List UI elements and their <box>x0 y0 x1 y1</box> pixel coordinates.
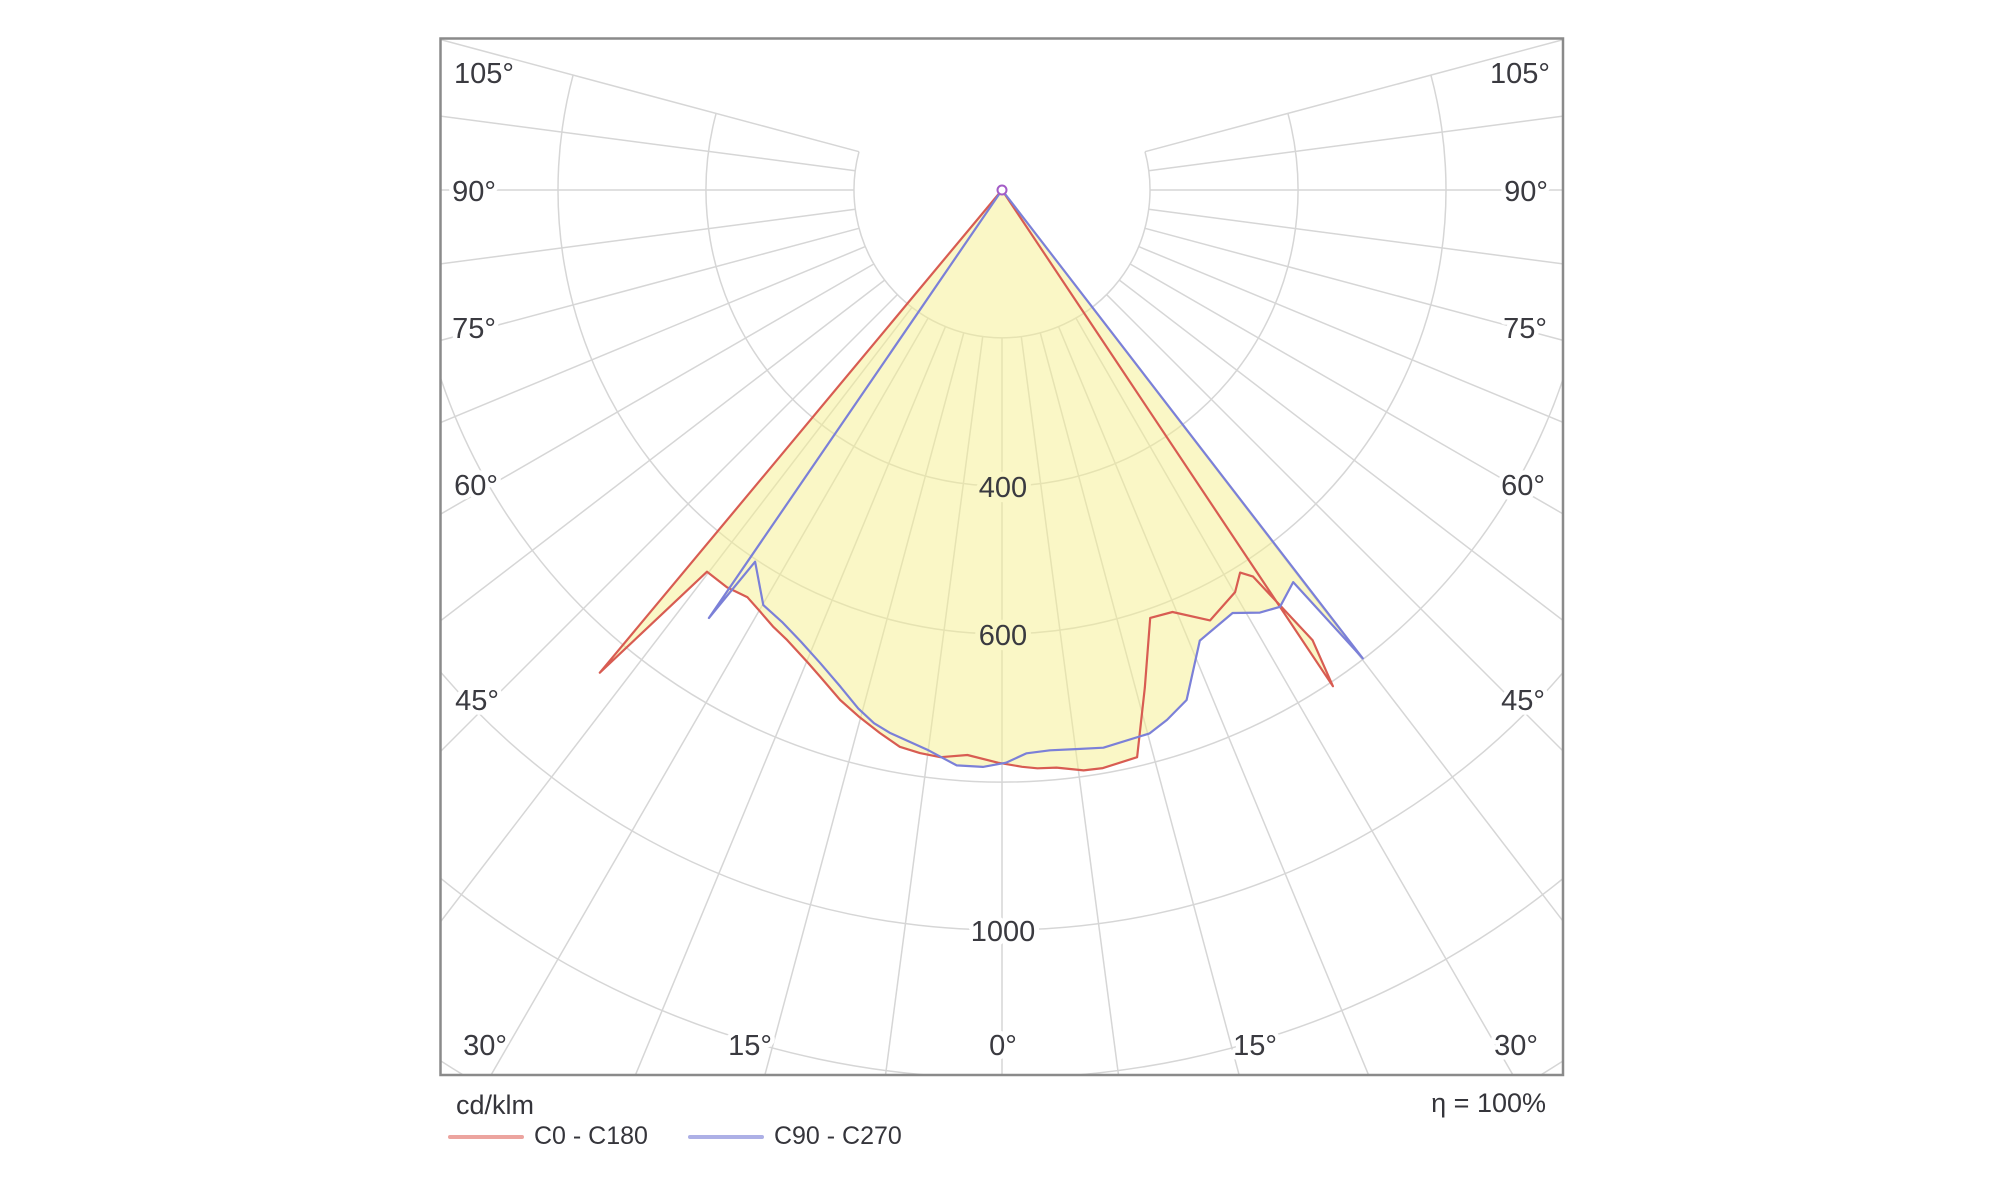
angle-tick-label: 15° <box>728 1030 772 1062</box>
grid-spoke <box>441 294 898 752</box>
angle-tick-label: 105° <box>1490 58 1550 90</box>
legend-label-c90-c270: C90 - C270 <box>773 1122 902 1150</box>
angle-tick-label: 75° <box>452 313 496 345</box>
angle-tick-label: 30° <box>1494 1030 1538 1062</box>
angle-tick-label: 15° <box>1233 1030 1277 1062</box>
grid-spoke <box>1129 263 1562 515</box>
angle-tick-label: 45° <box>1501 685 1545 717</box>
grid-spoke <box>1148 208 1562 265</box>
grid-spoke <box>1144 227 1562 341</box>
grid-spoke <box>441 227 860 341</box>
curve-c0-c180 <box>598 188 1334 772</box>
angle-tick-label: 30° <box>463 1030 507 1062</box>
legend-swatch-c90-c270 <box>687 1134 764 1139</box>
legend: C0 - C180 C90 - C270 <box>448 1122 942 1151</box>
grid-spoke <box>1144 39 1562 153</box>
grid-spoke <box>441 208 856 265</box>
radial-tick-label: 400 <box>979 472 1027 504</box>
legend-swatch-c0-c180 <box>448 1134 524 1139</box>
angle-tick-label: 90° <box>1504 176 1548 208</box>
grid-spoke <box>441 245 866 423</box>
angle-tick-label: 0° <box>989 1030 1017 1062</box>
grid-spoke <box>441 263 875 515</box>
angle-tick-label: 75° <box>1503 313 1547 345</box>
curve-c90-c270 <box>707 188 1364 768</box>
radial-tick-label: 600 <box>979 620 1027 652</box>
angle-tick-label: 105° <box>454 58 514 90</box>
legend-label-c0-c180: C0 - C180 <box>534 1122 648 1150</box>
grid-spoke <box>1138 245 1562 423</box>
plot-border <box>439 37 1565 1077</box>
angle-tick-label: 60° <box>454 470 498 502</box>
grid-spoke <box>1106 294 1562 752</box>
angle-tick-label: 90° <box>452 176 496 208</box>
origin-marker <box>996 184 1008 196</box>
grid-spoke <box>441 115 856 172</box>
grid-spoke <box>441 279 886 622</box>
angle-tick-label: 45° <box>455 685 499 717</box>
radial-tick-label: 1000 <box>971 916 1036 948</box>
unit-label: cd/klm <box>456 1090 535 1120</box>
angle-tick-label: 60° <box>1501 470 1545 502</box>
beam-fill <box>599 190 1363 771</box>
grid-spoke <box>441 39 860 153</box>
grid-spoke <box>1118 279 1562 621</box>
efficiency-label: η = 100% <box>1431 1088 1546 1118</box>
grid-spoke <box>1148 115 1562 172</box>
